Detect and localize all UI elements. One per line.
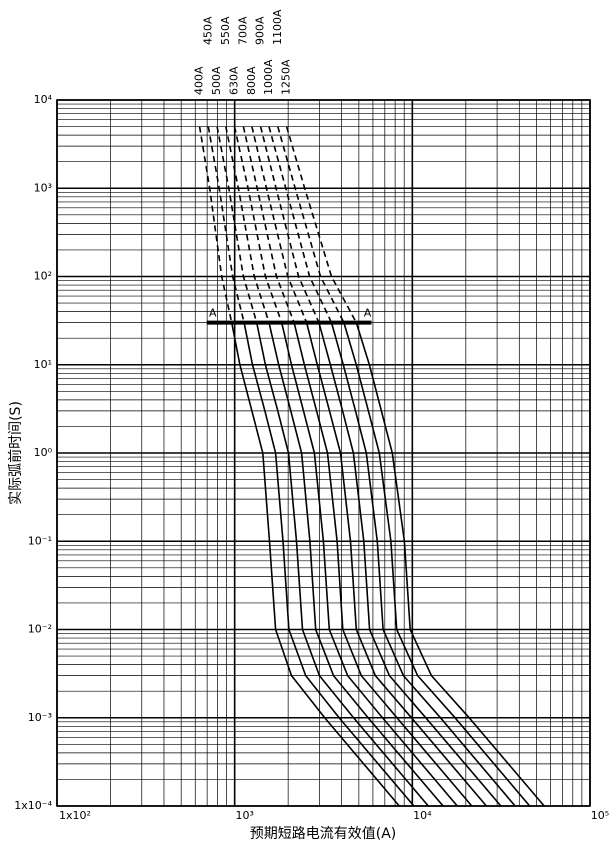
series-label: 500A: [210, 66, 223, 95]
curve: [355, 322, 545, 807]
annotation-label: A: [364, 307, 372, 320]
series-label: 1250A: [280, 59, 293, 95]
y-tick-label: 10⁻¹: [28, 534, 52, 547]
curve: [243, 322, 415, 807]
annotation-label: A: [209, 307, 217, 320]
x-tick-label: 1x10²: [59, 809, 91, 822]
series-label: 450A: [201, 16, 214, 45]
x-tick-label: 10⁴: [413, 809, 432, 822]
series-label: 630A: [228, 66, 241, 95]
y-tick-label: 10¹: [34, 358, 52, 371]
series-label: 400A: [193, 66, 206, 95]
series-label: 800A: [245, 66, 258, 95]
curve: [268, 126, 333, 323]
curve: [305, 322, 488, 807]
x-tick-label: 10⁵: [591, 809, 609, 822]
curve: [268, 322, 444, 807]
curve: [330, 322, 516, 807]
series-label: 1000A: [262, 59, 275, 95]
y-tick-label: 10⁰: [34, 446, 53, 459]
curve: [216, 126, 258, 323]
curve: [259, 126, 320, 323]
plot-frame: [56, 99, 591, 807]
curve: [225, 126, 270, 323]
curve: [242, 126, 295, 323]
curve: [255, 322, 429, 807]
curve: [230, 322, 400, 807]
curve: [280, 322, 458, 807]
series-label: 900A: [254, 16, 267, 45]
x-axis-title: 预期短路电流有效值(A): [250, 826, 397, 842]
y-tick-label: 10⁻³: [28, 711, 52, 724]
curve: [198, 126, 233, 323]
curve: [293, 322, 473, 807]
y-tick-label: 10⁴: [34, 93, 53, 106]
y-axis-title: 实际弧前时间(S): [7, 401, 24, 505]
curve: [251, 126, 308, 323]
y-tick-label: 10⁻²: [28, 623, 52, 636]
x-tick-label: 10³: [235, 809, 253, 822]
curve: [343, 322, 531, 807]
y-tick-label: 10²: [34, 270, 52, 283]
y-tick-label: 10³: [34, 181, 52, 194]
curve: [285, 126, 358, 323]
series-label: 700A: [236, 16, 249, 45]
curve: [318, 322, 502, 807]
curve: [277, 126, 345, 323]
y-tick-label: 1x10⁻⁴: [14, 799, 52, 812]
curve: [207, 126, 245, 323]
curve: [233, 126, 283, 323]
series-label: 1100A: [271, 9, 284, 45]
series-label: 550A: [219, 16, 232, 45]
